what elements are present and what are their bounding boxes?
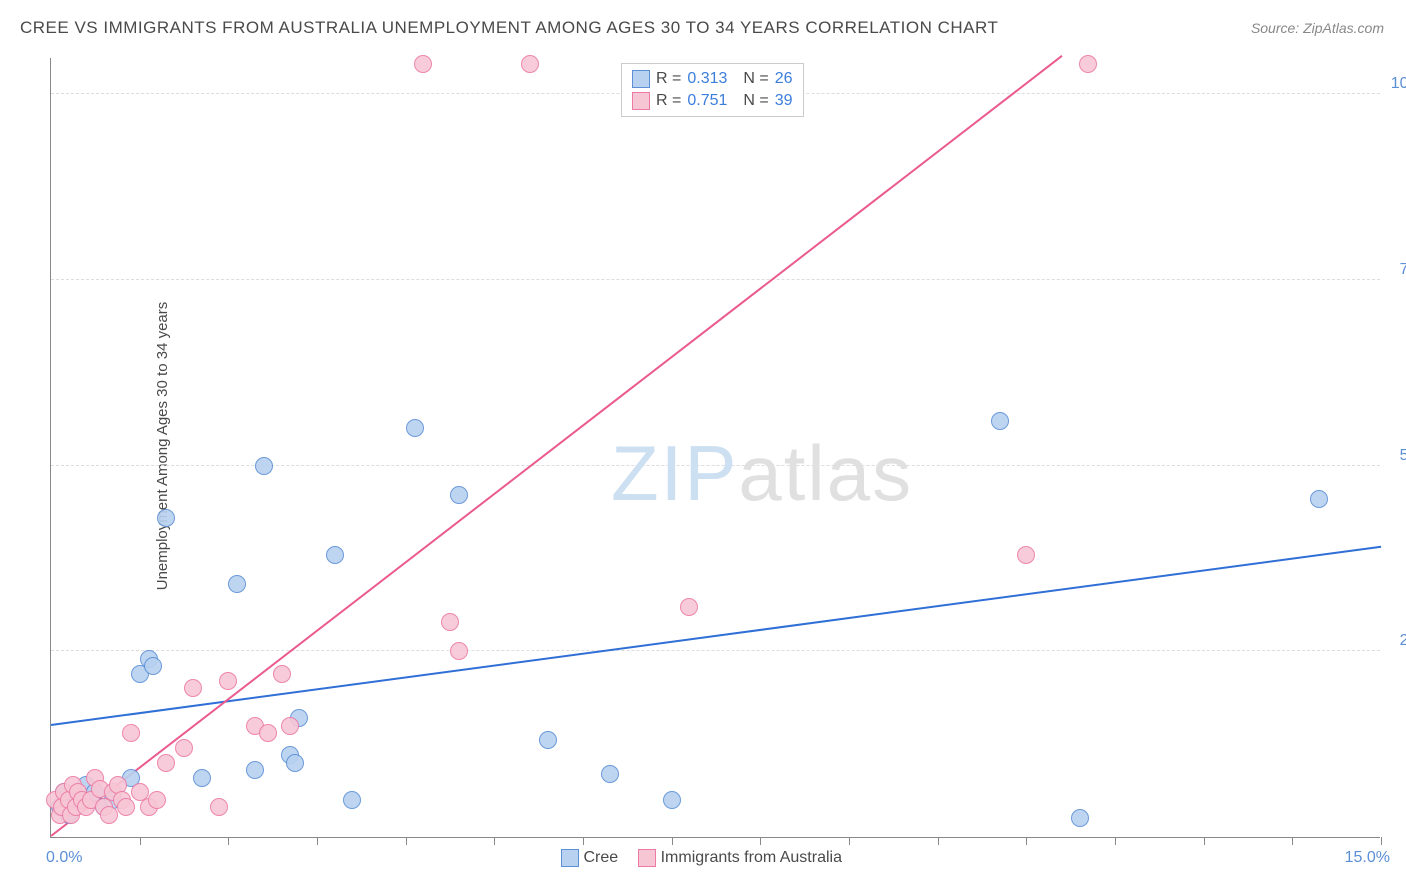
x-max-label: 15.0% (1345, 849, 1390, 867)
legend-n-label: N = (743, 92, 768, 110)
data-point (193, 769, 211, 787)
source-attribution: Source: ZipAtlas.com (1251, 20, 1384, 36)
data-point (663, 791, 681, 809)
data-point (539, 731, 557, 749)
data-point (326, 546, 344, 564)
data-point (100, 806, 118, 824)
legend-r-label: R = (656, 92, 681, 110)
data-point (1079, 55, 1097, 73)
data-point (521, 55, 539, 73)
x-tick (494, 837, 495, 845)
data-point (414, 55, 432, 73)
data-point (157, 509, 175, 527)
data-point (148, 791, 166, 809)
legend-swatch (632, 70, 650, 88)
data-point (1071, 809, 1089, 827)
x-tick (1115, 837, 1116, 845)
gridline (51, 650, 1380, 651)
data-point (259, 724, 277, 742)
x-tick (228, 837, 229, 845)
data-point (228, 575, 246, 593)
y-tick-label: 75.0% (1400, 261, 1406, 279)
data-point (601, 765, 619, 783)
y-tick-label: 25.0% (1400, 632, 1406, 650)
legend-swatch (561, 849, 579, 867)
legend-row: R = 0.751 N = 39 (632, 90, 793, 112)
data-point (1310, 490, 1328, 508)
legend-item: Immigrants from Australia (638, 849, 842, 867)
x-tick (317, 837, 318, 845)
x-tick (849, 837, 850, 845)
data-point (1017, 546, 1035, 564)
series-legend: Cree Immigrants from Australia (561, 849, 842, 867)
data-point (219, 672, 237, 690)
legend-swatch (632, 92, 650, 110)
data-point (157, 754, 175, 772)
trend-line (50, 55, 1062, 837)
legend-series-name: Immigrants from Australia (661, 849, 842, 866)
y-tick-label: 50.0% (1400, 447, 1406, 465)
data-point (122, 724, 140, 742)
data-point (286, 754, 304, 772)
data-point (175, 739, 193, 757)
scatter-plot-area: 25.0%50.0%75.0%100.0%0.0%15.0%ZIPatlasR … (50, 58, 1380, 838)
x-tick (1292, 837, 1293, 845)
data-point (184, 679, 202, 697)
gridline (51, 465, 1380, 466)
data-point (117, 798, 135, 816)
trend-line (51, 545, 1381, 725)
legend-n-value: 26 (775, 70, 793, 88)
data-point (281, 717, 299, 735)
y-tick-label: 100.0% (1391, 75, 1406, 93)
legend-r-value: 0.751 (687, 92, 727, 110)
legend-item: Cree (561, 849, 618, 867)
legend-swatch (638, 849, 656, 867)
data-point (680, 598, 698, 616)
legend-series-name: Cree (583, 849, 618, 866)
x-tick (140, 837, 141, 845)
x-tick (938, 837, 939, 845)
watermark: ZIPatlas (611, 428, 913, 519)
data-point (450, 486, 468, 504)
origin-label: 0.0% (46, 849, 82, 867)
data-point (450, 642, 468, 660)
gridline (51, 279, 1380, 280)
legend-r-label: R = (656, 70, 681, 88)
legend-n-value: 39 (775, 92, 793, 110)
legend-row: R = 0.313 N = 26 (632, 68, 793, 90)
correlation-legend: R = 0.313 N = 26 R = 0.751 N = 39 (621, 63, 804, 117)
data-point (246, 761, 264, 779)
x-tick (1204, 837, 1205, 845)
x-tick (672, 837, 673, 845)
x-tick (406, 837, 407, 845)
data-point (343, 791, 361, 809)
data-point (441, 613, 459, 631)
chart-title: CREE VS IMMIGRANTS FROM AUSTRALIA UNEMPL… (20, 18, 998, 38)
x-tick (1381, 837, 1382, 845)
data-point (144, 657, 162, 675)
x-tick (1026, 837, 1027, 845)
legend-n-label: N = (743, 70, 768, 88)
x-tick (583, 837, 584, 845)
x-tick (760, 837, 761, 845)
data-point (273, 665, 291, 683)
data-point (210, 798, 228, 816)
data-point (255, 457, 273, 475)
data-point (991, 412, 1009, 430)
data-point (406, 419, 424, 437)
legend-r-value: 0.313 (687, 70, 727, 88)
